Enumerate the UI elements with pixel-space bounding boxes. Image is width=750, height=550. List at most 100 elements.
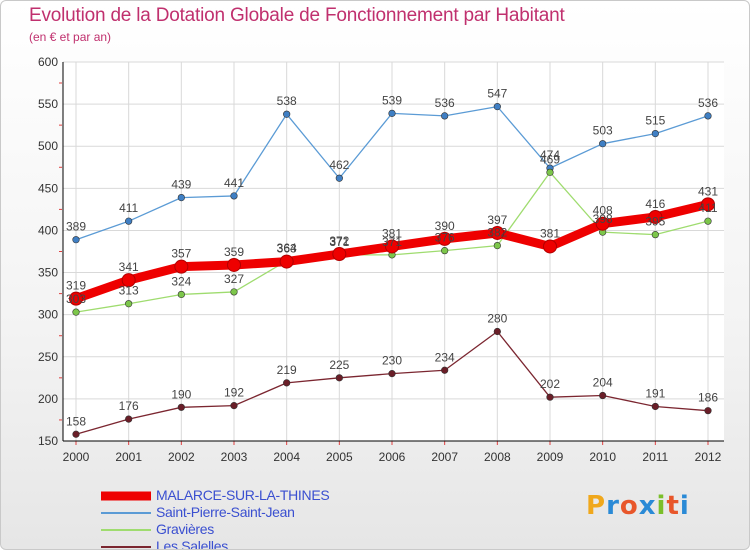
y-tick-label: 250	[38, 350, 58, 364]
data-point	[546, 393, 554, 401]
y-tick-label: 350	[38, 266, 58, 280]
data-point	[437, 231, 452, 246]
data-point	[174, 259, 189, 274]
x-tick-label: 2009	[537, 450, 564, 464]
data-label: 397	[487, 213, 507, 227]
data-label: 381	[540, 226, 560, 240]
data-point	[595, 216, 610, 231]
x-tick-label: 2008	[484, 450, 511, 464]
data-label: 389	[66, 220, 86, 234]
chart-subtitle: (en € et par an)	[29, 30, 112, 44]
data-label: 202	[540, 377, 560, 391]
data-point	[230, 192, 238, 200]
data-point	[441, 112, 449, 120]
logo-letter: i	[679, 491, 690, 521]
logo-letter: i	[656, 491, 667, 521]
data-point	[651, 402, 659, 411]
data-label: 398	[593, 212, 613, 226]
chart-title: Evolution de la Dotation Globale de Fonc…	[29, 5, 565, 26]
data-label: 371	[329, 235, 349, 249]
data-point	[121, 273, 136, 288]
data-point	[230, 288, 238, 296]
data-point	[651, 129, 659, 138]
data-point	[283, 379, 291, 387]
data-point	[72, 308, 80, 316]
data-label: 371	[382, 235, 402, 249]
data-label: 441	[224, 176, 244, 190]
data-point	[599, 391, 607, 400]
data-label: 474	[540, 148, 560, 162]
data-point	[490, 225, 505, 240]
data-label: 411	[119, 201, 138, 215]
data-label: 503	[593, 124, 613, 138]
data-point	[69, 291, 83, 306]
data-point	[332, 247, 347, 262]
data-point	[441, 247, 449, 255]
data-point	[388, 370, 396, 378]
legend-label: Saint-Pierre-Saint-Jean	[156, 504, 295, 520]
data-label: 515	[645, 114, 665, 128]
data-label: 176	[119, 399, 139, 413]
data-point	[704, 217, 712, 225]
data-point	[441, 366, 449, 374]
data-point	[177, 290, 185, 299]
legend-label: MALARCE-SUR-LA-THINES	[156, 487, 330, 503]
data-label: 280	[487, 312, 507, 326]
data-point	[125, 217, 133, 225]
y-tick-label: 450	[38, 181, 58, 195]
x-tick-label: 2001	[115, 450, 142, 464]
logo-letter: t	[666, 491, 680, 521]
legend-label: Gravières	[156, 521, 214, 537]
y-tick-label: 300	[38, 308, 58, 322]
data-label: 536	[698, 96, 718, 110]
x-tick-label: 2004	[273, 450, 300, 464]
data-label: 319	[66, 279, 86, 293]
data-label: 416	[645, 197, 665, 211]
data-label: 539	[382, 93, 402, 107]
data-point	[493, 103, 501, 111]
data-label: 190	[171, 387, 191, 401]
x-tick-label: 2010	[589, 450, 616, 464]
data-point	[704, 112, 712, 120]
data-label: 381	[382, 226, 402, 240]
data-point	[385, 239, 399, 254]
data-label: 376	[435, 231, 455, 245]
legend-label: Les Salelles	[156, 538, 228, 550]
x-tick-label: 2011	[642, 450, 668, 464]
data-label: 158	[66, 414, 86, 428]
proxiti-logo: Proxiti	[586, 491, 690, 521]
data-point	[546, 168, 554, 176]
data-point	[125, 415, 133, 423]
legend-swatch	[101, 528, 151, 531]
data-label: 191	[645, 386, 665, 400]
x-tick-label: 2005	[326, 450, 353, 464]
data-point	[72, 236, 80, 244]
data-point	[230, 402, 238, 410]
logo-letter: P	[586, 491, 607, 521]
data-label: 469	[540, 152, 560, 166]
data-point	[335, 174, 343, 182]
x-tick-label: 2002	[168, 450, 195, 464]
data-label: 313	[119, 284, 139, 298]
data-label: 363	[277, 242, 297, 256]
data-label: 225	[329, 358, 349, 372]
y-tick-label: 200	[38, 392, 58, 406]
data-point	[72, 430, 80, 438]
data-label: 372	[329, 234, 349, 248]
data-point	[493, 327, 501, 336]
y-tick-label: 150	[38, 434, 58, 448]
data-point	[177, 403, 185, 411]
y-tick-label: 400	[38, 223, 58, 237]
data-point	[388, 109, 396, 117]
data-label: 186	[698, 391, 718, 405]
data-label: 357	[171, 247, 191, 261]
data-label: 204	[593, 376, 613, 390]
data-label: 462	[329, 158, 349, 172]
y-tick-label: 600	[38, 55, 58, 69]
data-point	[279, 254, 294, 269]
logo-letter: o	[619, 491, 639, 521]
data-label: 408	[593, 204, 613, 218]
data-point	[283, 110, 291, 118]
data-label: 411	[698, 201, 717, 215]
